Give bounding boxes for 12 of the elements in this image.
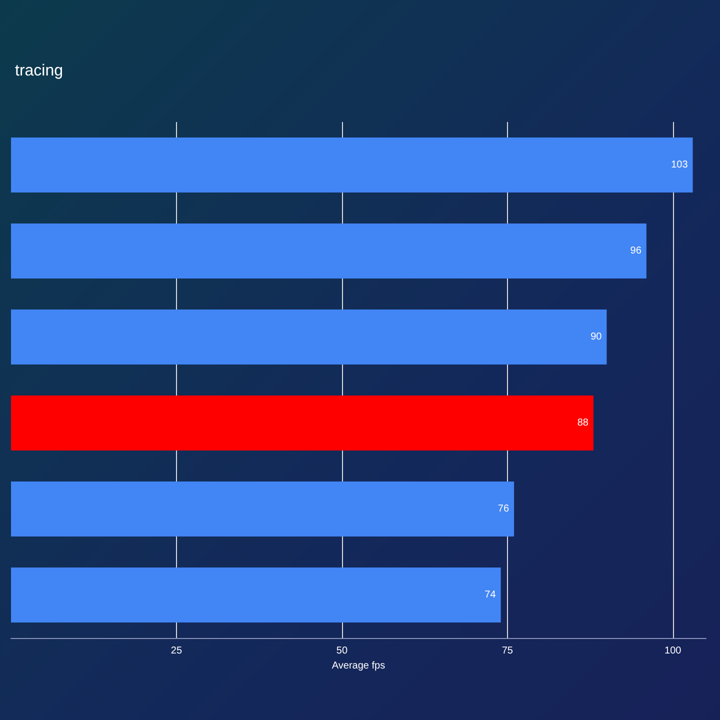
- data-label: 76: [498, 504, 510, 514]
- x-tick-label: 100: [664, 646, 682, 656]
- x-tick-label: 25: [170, 646, 182, 656]
- x-axis-title: Average fps: [332, 660, 386, 672]
- x-tick-label: 50: [336, 646, 348, 656]
- chart-title: tracing: [15, 62, 64, 80]
- data-label: 74: [484, 590, 496, 600]
- data-label: 96: [630, 246, 642, 256]
- data-label: 88: [577, 418, 589, 428]
- x-tick-label: 75: [502, 646, 514, 656]
- data-label: 103: [671, 160, 688, 170]
- data-label: 90: [590, 332, 602, 342]
